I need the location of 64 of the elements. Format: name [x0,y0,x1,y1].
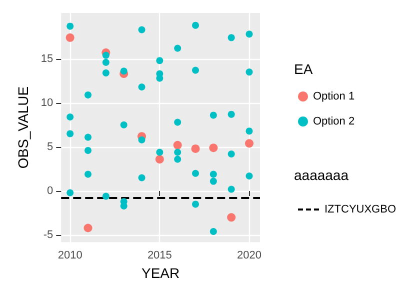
point [227,213,236,222]
point [156,74,164,82]
point [173,140,182,150]
point [66,189,74,196]
legend-label: Option 2 [313,116,355,128]
y-axis-title: OBS_VALUE [15,86,31,169]
point [210,112,217,119]
point [174,156,182,163]
point [66,33,74,42]
point [138,174,146,182]
point [156,148,164,156]
y-tick-label: 5 [47,140,54,153]
point [210,178,217,185]
point [192,170,200,177]
point [138,136,146,144]
point [192,66,200,74]
point [210,228,217,236]
point [192,200,200,208]
y-tick-label: 15 [40,52,54,65]
point [120,68,128,75]
point [84,170,92,178]
point [120,121,128,128]
point [228,34,235,42]
point [66,22,74,30]
point [246,30,253,38]
point [84,146,92,154]
text: aaaaaaa [294,167,349,183]
y-tick-label: -5 [43,229,54,242]
point [156,57,164,64]
point [245,139,254,148]
point [246,172,253,180]
point [210,170,217,178]
x-axis-title: YEAR [142,265,180,281]
y-tick-label: 0 [47,184,54,197]
point [228,110,235,118]
point [102,69,110,76]
point [228,186,235,193]
point [155,155,164,164]
point [191,144,200,153]
point [174,118,182,126]
point [66,130,74,138]
point [84,134,92,141]
y-tick-label: 10 [40,96,54,109]
point [174,148,182,156]
point [102,58,110,66]
point [66,113,74,120]
x-tick-label: 2020 [237,250,262,262]
point [84,91,92,98]
point [192,22,200,29]
point [138,84,146,91]
legend-label: IZTCYUXGBO [324,204,396,216]
point [138,26,146,34]
x-tick-label: 2015 [147,250,172,262]
point [102,192,110,200]
point [228,150,235,158]
legend-title: EA [294,61,314,77]
point [174,44,182,52]
point [209,144,218,152]
point [246,68,253,76]
legend-label: Option 1 [313,90,355,102]
point [246,128,253,135]
x-tick-label: 2010 [58,250,82,262]
point [102,52,110,59]
point [84,224,92,232]
